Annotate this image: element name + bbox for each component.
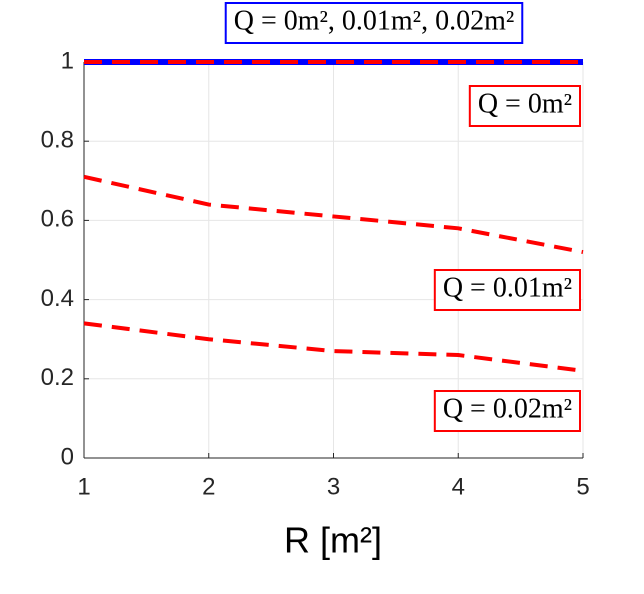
annotation-box <box>224 2 524 44</box>
annotation: Q = 0.01m² <box>433 269 581 311</box>
x-axis-label: R [m²] <box>284 520 382 561</box>
annotation-text: Q = 0m², 0.01m², 0.02m² <box>234 5 515 36</box>
annotation-box <box>433 269 581 311</box>
y-tick-label: 0.6 <box>41 206 74 233</box>
y-tick-label: 0.8 <box>41 127 74 154</box>
x-tick-label: 3 <box>327 473 340 500</box>
annotation-text: Q = 0.01m² <box>443 272 572 303</box>
annotation-box <box>468 85 581 127</box>
x-tick-label: 4 <box>452 473 465 500</box>
annotation: Q = 0m² <box>468 85 581 127</box>
annotation: Q = 0.02m² <box>433 390 581 432</box>
annotation-text: Q = 0m² <box>478 88 572 119</box>
annotation-box <box>433 390 581 432</box>
x-tick-label: 5 <box>576 473 589 500</box>
data-line <box>83 174 584 255</box>
x-tick-label: 1 <box>77 473 90 500</box>
y-tick-label: 1 <box>61 47 74 74</box>
y-tick-label: 0.4 <box>41 285 74 312</box>
y-tick-label: 0 <box>61 443 74 470</box>
x-tick-label: 2 <box>202 473 215 500</box>
annotation: Q = 0m², 0.01m², 0.02m² <box>224 2 524 44</box>
y-tick-label: 0.2 <box>41 364 74 391</box>
annotation-text: Q = 0.02m² <box>443 393 572 424</box>
